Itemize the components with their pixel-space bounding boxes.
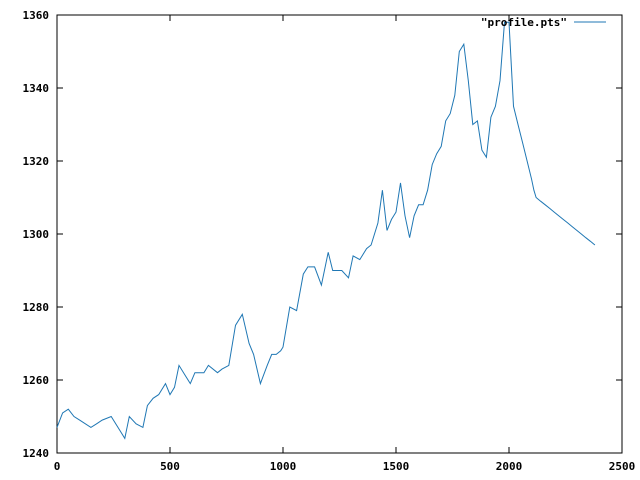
y-tick-label: 1260 (23, 374, 50, 387)
axis-ticks: 1240 1260 1280 1300 1320 1340 1360 0 500 1000 1500… (23, 9, 636, 473)
x-tick-label: 1000 (270, 460, 297, 473)
x-tick-label: 0 (54, 460, 61, 473)
y-tick-label: 1280 (23, 301, 50, 314)
legend: "profile.pts" (481, 16, 606, 29)
y-tick-label: 1340 (23, 82, 50, 95)
plot-frame (56, 14, 623, 454)
y-tick-label: 1360 (23, 9, 50, 22)
series-line-0 (56, 21, 596, 440)
x-tick-label: 2500 (609, 460, 636, 473)
y-tick-label: 1240 (23, 447, 50, 460)
y-tick-label: 1320 (23, 155, 50, 168)
series-layer (56, 21, 596, 440)
y-tick-label: 1300 (23, 228, 50, 241)
x-tick-label: 2000 (496, 460, 523, 473)
x-tick-label: 500 (160, 460, 180, 473)
legend-label-profile-pts: "profile.pts" (481, 16, 567, 29)
x-tick-label: 1500 (383, 460, 410, 473)
